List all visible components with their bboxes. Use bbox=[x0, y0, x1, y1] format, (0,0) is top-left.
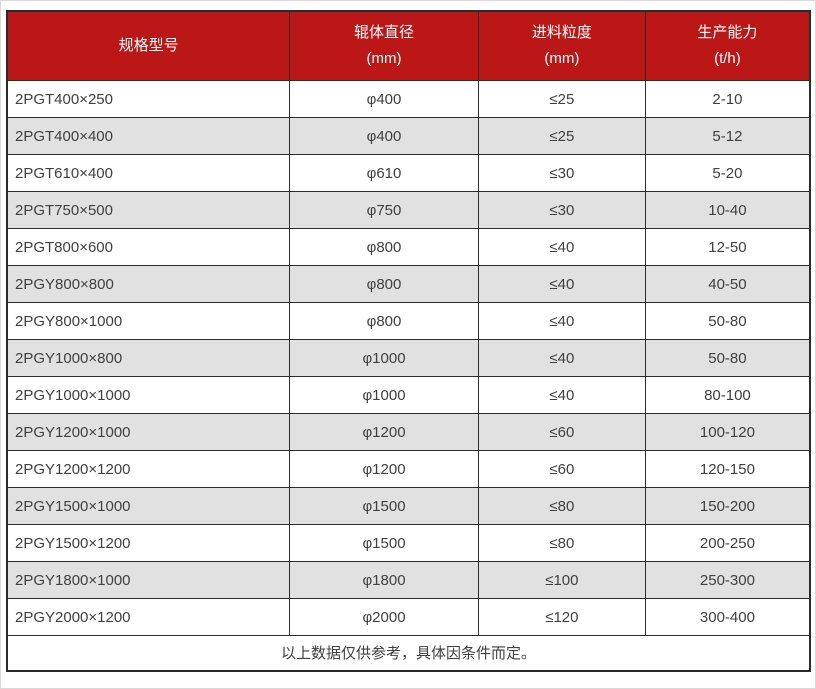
cell-diameter: φ1800 bbox=[289, 561, 479, 599]
cell-diameter: φ800 bbox=[289, 302, 479, 340]
table-row: 2PGT800×600 φ800 ≤40 12-50 bbox=[6, 228, 811, 266]
cell-model: 2PGY1500×1200 bbox=[6, 524, 291, 562]
cell-feed: ≤30 bbox=[477, 154, 646, 192]
cell-model: 2PGY1000×1000 bbox=[6, 376, 291, 414]
cell-feed: ≤40 bbox=[477, 228, 646, 266]
cell-capacity: 50-80 bbox=[644, 339, 811, 377]
cell-model: 2PGY1200×1000 bbox=[6, 413, 291, 451]
cell-feed: ≤40 bbox=[477, 265, 646, 303]
table-header: 规格型号 辊体直径 (mm) 进料粒度 (mm) bbox=[6, 10, 811, 81]
table-row: 2PGT400×250 φ400 ≤25 2-10 bbox=[6, 80, 811, 118]
cell-diameter: φ750 bbox=[289, 191, 479, 229]
cell-capacity: 12-50 bbox=[644, 228, 811, 266]
table-row: 2PGY2000×1200 φ2000 ≤120 300-400 bbox=[6, 598, 811, 636]
cell-model: 2PGT800×600 bbox=[6, 228, 291, 266]
cell-model: 2PGY1200×1200 bbox=[6, 450, 291, 488]
cell-model: 2PGY1000×800 bbox=[6, 339, 291, 377]
table-footer: 以上数据仅供参考，具体因条件而定。 bbox=[6, 635, 811, 671]
cell-feed: ≤80 bbox=[477, 487, 646, 525]
table-row: 2PGY1800×1000 φ1800 ≤100 250-300 bbox=[6, 561, 811, 599]
cell-capacity: 200-250 bbox=[644, 524, 811, 562]
cell-feed: ≤80 bbox=[477, 524, 646, 562]
cell-diameter: φ400 bbox=[289, 117, 479, 155]
table-row: 2PGT400×400 φ400 ≤25 5-12 bbox=[6, 117, 811, 155]
table-row: 2PGY1200×1000 φ1200 ≤60 100-120 bbox=[6, 413, 811, 451]
cell-diameter: φ1500 bbox=[289, 487, 479, 525]
cell-diameter: φ1200 bbox=[289, 413, 479, 451]
cell-model: 2PGY800×800 bbox=[6, 265, 291, 303]
header-label-diameter: 辊体直径 bbox=[353, 24, 414, 41]
cell-model: 2PGT400×250 bbox=[6, 80, 291, 118]
cell-capacity: 300-400 bbox=[644, 598, 811, 636]
footnote: 以上数据仅供参考，具体因条件而定。 bbox=[6, 635, 811, 671]
header-cell-capacity: 生产能力 (t/h) bbox=[644, 10, 811, 81]
header-unit-feed: (mm) bbox=[544, 50, 580, 67]
cell-capacity: 120-150 bbox=[644, 450, 811, 488]
header-cell-diameter: 辊体直径 (mm) bbox=[289, 10, 479, 81]
cell-diameter: φ400 bbox=[289, 80, 479, 118]
header-cell-feed: 进料粒度 (mm) bbox=[477, 10, 646, 81]
cell-model: 2PGY800×1000 bbox=[6, 302, 291, 340]
cell-model: 2PGT400×400 bbox=[6, 117, 291, 155]
header-unit-diameter: (mm) bbox=[366, 50, 402, 67]
cell-diameter: φ1000 bbox=[289, 339, 479, 377]
cell-model: 2PGT750×500 bbox=[6, 191, 291, 229]
cell-feed: ≤100 bbox=[477, 561, 646, 599]
footer-row: 以上数据仅供参考，具体因条件而定。 bbox=[6, 635, 811, 671]
table-body: 2PGT400×250 φ400 ≤25 2-10 2PGT400×400 φ400 ≤25… bbox=[6, 80, 811, 636]
table-row: 2PGY800×800 φ800 ≤40 40-50 bbox=[6, 265, 811, 303]
cell-diameter: φ2000 bbox=[289, 598, 479, 636]
cell-feed: ≤25 bbox=[477, 80, 646, 118]
cell-feed: ≤25 bbox=[477, 117, 646, 155]
cell-capacity: 50-80 bbox=[644, 302, 811, 340]
cell-feed: ≤40 bbox=[477, 302, 646, 340]
cell-model: 2PGY1800×1000 bbox=[6, 561, 291, 599]
cell-feed: ≤40 bbox=[477, 339, 646, 377]
header-label-model: 规格型号 bbox=[118, 37, 179, 54]
cell-capacity: 100-120 bbox=[644, 413, 811, 451]
cell-feed: ≤120 bbox=[477, 598, 646, 636]
header-label-capacity: 生产能力 bbox=[697, 24, 758, 41]
cell-capacity: 250-300 bbox=[644, 561, 811, 599]
table-row: 2PGY1200×1200 φ1200 ≤60 120-150 bbox=[6, 450, 811, 488]
table-row: 2PGT610×400 φ610 ≤30 5-20 bbox=[6, 154, 811, 192]
table-row: 2PGY1000×1000 φ1000 ≤40 80-100 bbox=[6, 376, 811, 414]
header-row: 规格型号 辊体直径 (mm) 进料粒度 (mm) bbox=[6, 10, 811, 81]
cell-diameter: φ800 bbox=[289, 265, 479, 303]
table-row: 2PGY1500×1200 φ1500 ≤80 200-250 bbox=[6, 524, 811, 562]
cell-capacity: 2-10 bbox=[644, 80, 811, 118]
cell-model: 2PGT610×400 bbox=[6, 154, 291, 192]
cell-feed: ≤60 bbox=[477, 450, 646, 488]
header-label-feed: 进料粒度 bbox=[531, 24, 592, 41]
cell-diameter: φ800 bbox=[289, 228, 479, 266]
cell-capacity: 10-40 bbox=[644, 191, 811, 229]
header-cell-model: 规格型号 bbox=[6, 10, 291, 81]
cell-capacity: 150-200 bbox=[644, 487, 811, 525]
table-row: 2PGY800×1000 φ800 ≤40 50-80 bbox=[6, 302, 811, 340]
spec-table: 规格型号 辊体直径 (mm) 进料粒度 (mm) bbox=[6, 10, 811, 672]
table-row: 2PGY1000×800 φ1000 ≤40 50-80 bbox=[6, 339, 811, 377]
table-row: 2PGY1500×1000 φ1500 ≤80 150-200 bbox=[6, 487, 811, 525]
cell-diameter: φ1000 bbox=[289, 376, 479, 414]
cell-capacity: 40-50 bbox=[644, 265, 811, 303]
cell-capacity: 5-12 bbox=[644, 117, 811, 155]
cell-diameter: φ1200 bbox=[289, 450, 479, 488]
table-row: 2PGT750×500 φ750 ≤30 10-40 bbox=[6, 191, 811, 229]
cell-feed: ≤30 bbox=[477, 191, 646, 229]
cell-diameter: φ1500 bbox=[289, 524, 479, 562]
cell-capacity: 80-100 bbox=[644, 376, 811, 414]
cell-feed: ≤40 bbox=[477, 376, 646, 414]
cell-capacity: 5-20 bbox=[644, 154, 811, 192]
cell-model: 2PGY1500×1000 bbox=[6, 487, 291, 525]
cell-diameter: φ610 bbox=[289, 154, 479, 192]
cell-feed: ≤60 bbox=[477, 413, 646, 451]
header-unit-capacity: (t/h) bbox=[714, 50, 741, 67]
cell-model: 2PGY2000×1200 bbox=[6, 598, 291, 636]
